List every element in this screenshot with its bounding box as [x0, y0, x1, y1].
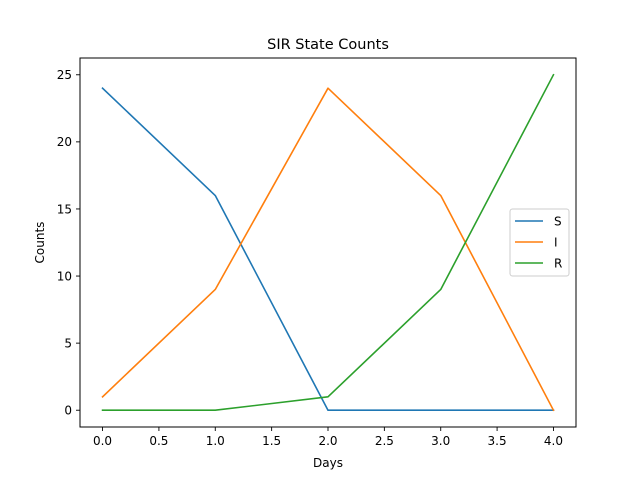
legend-label-s: S	[554, 214, 562, 228]
x-tick-label: 3.0	[431, 434, 450, 448]
legend-label-i: I	[554, 235, 558, 249]
x-tick-label: 2.5	[375, 434, 394, 448]
series-line-r	[101, 73, 555, 412]
y-tick-label: 25	[57, 68, 72, 82]
y-axis: 0 5 10 15 20 25	[57, 68, 80, 418]
x-tick-label: 2.0	[318, 434, 337, 448]
y-tick-label: 5	[64, 336, 72, 350]
y-tick-label: 0	[64, 404, 72, 418]
series-line-i	[101, 87, 555, 412]
y-tick-label: 10	[57, 269, 72, 283]
plot-frame	[79, 57, 577, 428]
x-axis: 0.0 0.5 1.0 1.5 2.0 2.5 3.0 3.5 4.0	[93, 427, 563, 448]
y-tick-label: 20	[57, 135, 72, 149]
y-tick-label: 15	[57, 202, 72, 216]
x-tick-label: 3.5	[488, 434, 507, 448]
x-tick-label: 1.0	[206, 434, 225, 448]
series-line-s	[101, 87, 555, 412]
legend: SIR	[509, 208, 570, 277]
x-axis-label: Days	[313, 456, 343, 470]
chart-title: SIR State Counts	[267, 37, 389, 53]
y-axis-label: Counts	[33, 222, 47, 264]
x-tick-label: 0.5	[149, 434, 168, 448]
x-tick-label: 4.0	[544, 434, 563, 448]
x-tick-label: 0.0	[93, 434, 112, 448]
x-tick-label: 1.5	[262, 434, 281, 448]
legend-label-r: R	[554, 256, 562, 270]
series-layer	[101, 73, 555, 412]
